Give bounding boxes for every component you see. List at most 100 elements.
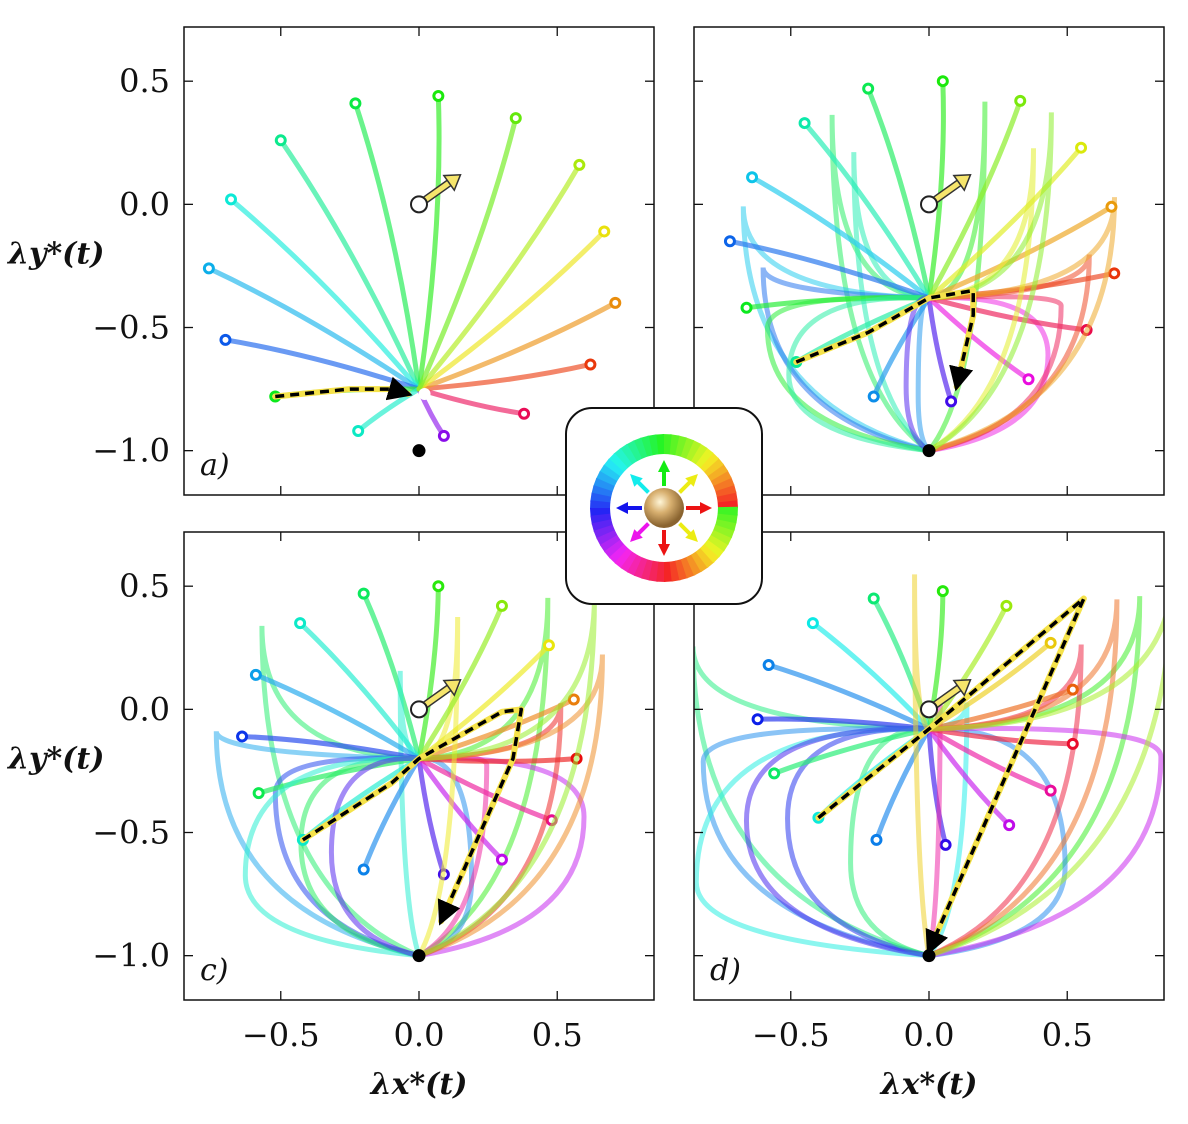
plots-layer: 0.5 0.0 −0.5 −1.0 λy*(t) a) b) 0.5 0.0 −0.5 −1.0 λy… [6,26,1165,1102]
endpoint-marker [1108,267,1121,280]
y-tick-label: 0.0 [119,690,170,728]
loop-curve [926,613,1164,959]
endpoint-marker [294,617,307,630]
loop-curve [926,148,1037,454]
endpoint-marker [225,193,237,206]
hub-marker [418,388,431,401]
open-circle-marker [410,700,428,719]
trajectory-spoke [352,100,422,392]
x-axis-label: λx*(t) [879,1067,978,1102]
endpoint-marker [1105,200,1118,213]
endpoint-marker [252,787,265,800]
colorwheel-segment [627,554,643,577]
colorwheel-segment [603,458,624,477]
filled-circle-marker [922,444,936,458]
colorwheel-segment [619,443,637,465]
direction-arrow-head [685,474,698,487]
colorwheel-segment [685,439,701,462]
loop-curve [242,755,422,959]
colorwheel-segment [690,443,708,465]
loop-curve [926,725,1164,959]
panel-frame [693,26,1165,496]
endpoint-marker [1000,599,1013,612]
trajectory-spoke [416,583,441,762]
endpoint-marker [236,730,249,743]
trajectory-spoke [206,265,422,392]
endpoint-marker [751,713,764,726]
endpoint-marker [432,89,445,102]
colorwheel-segment [648,560,660,582]
loop-curve [328,755,422,959]
colorwheel-segment [662,434,672,455]
trajectory-spoke [749,174,932,301]
y-tick-label: −1.0 [92,432,170,470]
filled-circle-marker [922,949,936,963]
colorwheel-segment [686,554,703,576]
endpoint-marker [352,424,365,437]
loop-curve [213,730,422,959]
trajectory-spoke [416,756,505,863]
trajectory-spoke [926,726,1054,794]
endpoint-marker [1003,819,1016,832]
x-tick-label: 0.5 [532,1016,583,1054]
x-axis-label: λx*(t) [369,1067,468,1102]
trajectory-spoke [416,756,447,877]
trajectory-spoke [228,196,422,392]
trajectory-spoke [802,120,932,301]
x-tick-label: 0.0 [394,1016,445,1054]
loop-curve [786,295,932,454]
trajectory-spoke [361,756,422,872]
panel-4: −0.5 0.0 0.5 λx*(t) d) [693,531,1165,1102]
colorwheel-segment [703,457,724,477]
loop-curve [926,295,1051,454]
open-circle-marker [920,700,938,719]
endpoint-marker [762,659,775,672]
trajectory-spoke [253,672,422,762]
yellow-arrow-icon [952,678,972,697]
trajectory-spoke [926,687,1076,732]
loop-curve [416,597,597,959]
trajectory-spoke [926,295,954,404]
trajectory-spoke [416,386,527,417]
highlighted-path-dashed [275,376,413,401]
colorwheel-segment [680,556,696,579]
endpoint-marker [867,390,880,403]
colorwheel-segment [717,506,738,516]
loop-curve [912,574,932,959]
endpoint-marker [740,301,753,314]
colorwheel-segment [707,534,729,552]
endpoint-marker [495,599,508,612]
colorwheel-segment [590,513,612,525]
trajectory-spoke [926,98,1023,301]
loop-curve [416,654,605,959]
colorwheel-segment [716,512,738,524]
direction-arrow-head [658,544,670,556]
trajectory-spoke [926,726,949,848]
colorwheel-segment [668,434,680,456]
colorwheel-segment [590,500,611,510]
loop-curve [926,596,1143,959]
panel-label: c) [200,953,229,988]
endpoint-marker [936,75,949,88]
colorwheel-segment [620,551,638,573]
endpoint-marker [542,639,555,652]
colorwheel-segment [613,448,633,469]
yellow-arrow-icon [952,173,972,192]
colorwheel-segment [639,435,653,457]
trajectory-spoke [416,756,555,823]
endpoint-marker [806,617,819,630]
trajectory-spoke [297,620,422,762]
endpoint-marker [249,668,262,681]
endpoint-marker [867,592,880,605]
plot-area [694,574,1164,963]
highlighted-path-dashed [301,707,524,926]
colorwheel-segment [710,529,733,545]
endpoint-marker [862,82,875,95]
endpoint-marker [609,296,622,309]
trajectory-spoke [926,726,1076,747]
colorwheel-segment [609,544,629,564]
trajectory-spoke [416,603,505,762]
colorwheel-segment [625,440,642,462]
trajectory-spoke [416,300,618,392]
plot-area [202,89,622,458]
